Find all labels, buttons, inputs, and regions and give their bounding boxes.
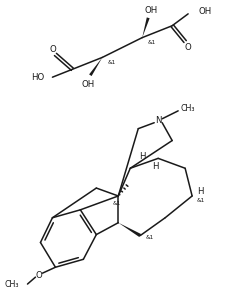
Text: CH₃: CH₃ <box>180 104 195 113</box>
Text: &1: &1 <box>112 201 121 206</box>
Polygon shape <box>118 223 141 237</box>
Text: O: O <box>185 43 191 52</box>
Text: H: H <box>139 152 145 161</box>
Text: H: H <box>152 162 159 171</box>
Text: N: N <box>155 116 162 125</box>
Text: &1: &1 <box>107 60 116 65</box>
Text: &1: &1 <box>197 199 205 203</box>
Text: &1: &1 <box>145 235 153 240</box>
Text: HO: HO <box>31 73 44 82</box>
Text: CH₃: CH₃ <box>4 279 19 288</box>
Text: O: O <box>49 45 56 54</box>
Text: OH: OH <box>198 8 211 16</box>
Polygon shape <box>142 17 150 38</box>
Text: O: O <box>35 271 42 280</box>
Text: &1: &1 <box>147 40 155 45</box>
Text: H: H <box>197 186 204 196</box>
Text: OH: OH <box>144 6 158 15</box>
Polygon shape <box>89 58 102 76</box>
Text: OH: OH <box>82 80 95 89</box>
